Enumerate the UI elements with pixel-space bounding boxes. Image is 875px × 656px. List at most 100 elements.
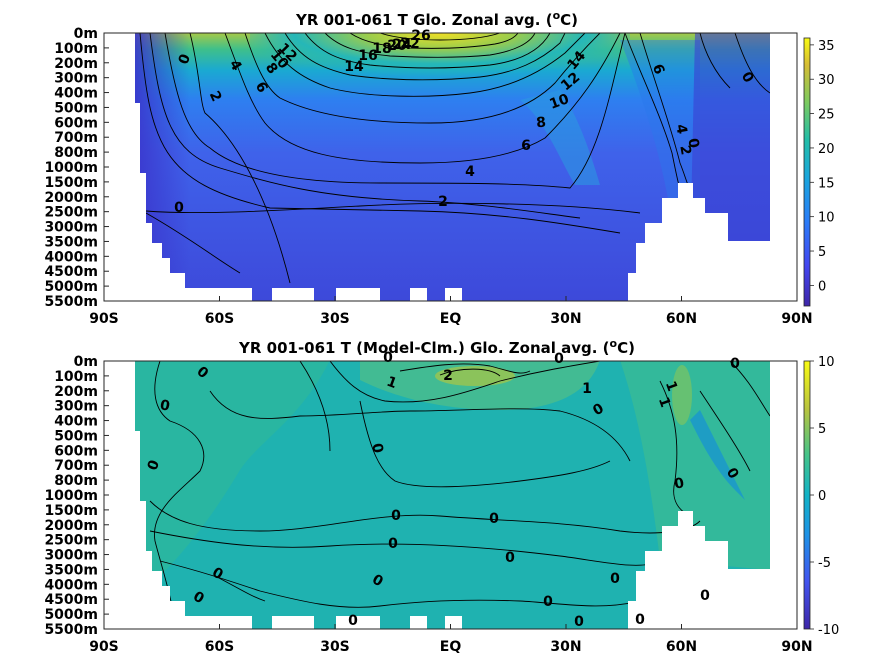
y-tick-label: 400m [54,414,98,430]
contour-line [154,361,205,622]
y-tick-label: 700m [54,130,98,146]
colorbar-tick-label: -10 [818,623,839,638]
contour-line [379,33,501,41]
y-tick-label: 600m [54,443,98,459]
y-tick-label: 5000m [44,279,98,295]
panel-2-title: YR 001-061 T (Model-Clm.) Glo. Zonal avg… [238,337,635,357]
y-tick-label: 200m [54,384,98,400]
panel-1-colorbar-strip [803,37,811,307]
y-tick-label: 4500m [44,264,98,280]
colorbar-tick-label: 5 [818,245,826,260]
contour-label: 26 [411,28,430,44]
contour-label: 2 [443,368,453,384]
contour-label: 4 [672,123,689,136]
contour-label: 0 [388,536,398,552]
contour-label: 20 [387,38,407,54]
contour-line [159,560,641,608]
contour-line [359,400,611,488]
colorbar-tick-label: 0 [818,279,826,294]
contour-line [149,530,661,566]
x-tick-label: 60N [666,311,697,327]
panel-1-warm-core [250,33,630,113]
contour-line [145,212,241,274]
panel-2-shading [135,361,330,600]
y-tick-label: 800m [54,473,98,489]
panel-1-shading [620,40,700,210]
contour-label: 0 [391,508,401,524]
y-tick-label: 200m [54,56,98,72]
contour-line [659,380,691,517]
contour-label: 0 [174,200,184,216]
y-tick-label: 4000m [44,577,98,593]
y-tick-label: 5000m [44,607,98,623]
y-tick-label: 600m [54,115,98,131]
contour-label: 6 [521,138,531,154]
panel-2-colorbar-ticks: 10 5 0 -5 -10 [810,355,839,638]
contour-label: 0 [159,397,172,414]
panel-1-x-axis: 90S 60S 30S EQ 30N 60N 90N [89,296,813,327]
x-tick-label: 60S [205,311,235,327]
contour-line [349,33,519,49]
colorbar-tick-label: 0 [818,489,826,504]
y-tick-label: 1000m [44,488,98,504]
contour-line [149,500,701,534]
x-tick-label: 60N [666,639,697,655]
y-tick-label: 300m [54,71,98,87]
y-tick-label: 2500m [44,205,98,221]
y-tick-label: 100m [54,41,98,57]
y-tick-label: 500m [54,428,98,444]
colorbar-tick-label: 30 [818,73,835,88]
y-tick-label: 300m [54,399,98,415]
x-tick-label: 30N [550,639,581,655]
contour-label: 0 [574,614,584,630]
x-tick-label: 90N [781,639,812,655]
y-tick-label: 1500m [44,503,98,519]
y-tick-label: 400m [54,86,98,102]
contour-line [399,363,531,374]
contour-line [224,33,621,164]
panel-1-colorbar: 35 30 25 20 15 10 5 0 [803,37,835,307]
contour-label: 22 [400,36,419,52]
contour-label: 0 [543,594,553,610]
contour-label: 0 [684,137,701,150]
contour-line [439,368,501,377]
panel-2-shading [620,361,770,570]
panel-1-colorbar-ticks: 35 30 25 20 15 10 5 0 [810,39,835,294]
panel-1-contour-lines [139,33,770,284]
contour-label: 18 [372,41,391,57]
x-tick-label: 60S [205,639,235,655]
panel-2-ocean-field [135,361,770,629]
x-tick-label: 30S [320,311,350,327]
panel-1-shading [520,90,600,185]
contour-label: 16 [358,48,377,64]
colorbar-tick-label: -5 [818,556,831,571]
y-tick-label: 700m [54,458,98,474]
y-tick-label: 1000m [44,160,98,176]
colorbar-tick-label: 20 [818,142,835,157]
x-tick-label: 30N [550,311,581,327]
contour-line [209,390,631,462]
y-tick-label: 0m [74,26,98,42]
y-tick-label: 4500m [44,592,98,608]
y-tick-label: 3500m [44,562,98,578]
contour-label: 4 [465,164,475,180]
contour-line [149,33,581,219]
contour-label: 8 [536,115,547,132]
y-tick-label: 1500m [44,175,98,191]
y-tick-label: 3500m [44,234,98,250]
x-tick-label: EQ [440,639,462,655]
x-tick-label: 30S [320,639,350,655]
y-tick-label: 4000m [44,249,98,265]
contour-line [214,575,266,602]
contour-line [734,33,770,94]
contour-label: 0 [554,351,564,367]
contour-line [284,33,566,81]
contour-label: 0 [489,511,499,527]
contour-label: 0 [368,442,385,455]
colorbar-tick-label: 35 [818,39,835,54]
contour-line [329,361,601,403]
contour-label: 0 [730,356,740,372]
y-tick-label: 3000m [44,220,98,236]
